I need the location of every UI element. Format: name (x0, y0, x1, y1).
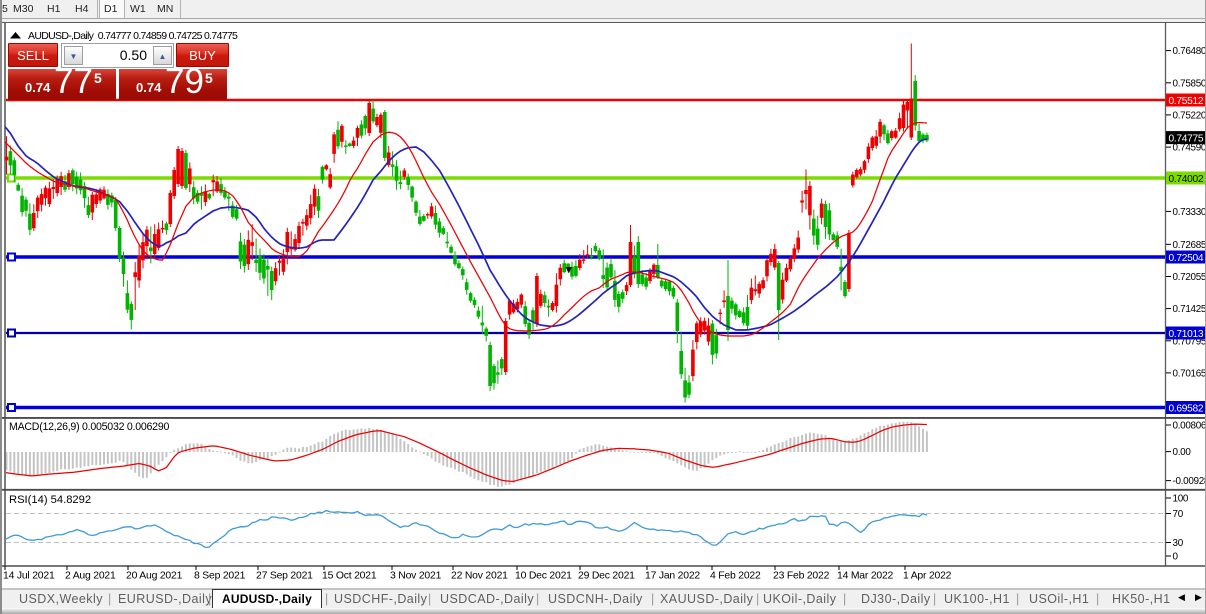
svg-text:10 Dec 2021: 10 Dec 2021 (515, 571, 572, 582)
svg-text:30: 30 (1173, 538, 1184, 549)
svg-text:4 Feb 2022: 4 Feb 2022 (710, 571, 761, 582)
svg-text:14 Mar 2022: 14 Mar 2022 (837, 571, 894, 582)
svg-text:0.72055: 0.72055 (1173, 272, 1206, 283)
svg-text:29 Dec 2021: 29 Dec 2021 (578, 571, 635, 582)
svg-text:22 Nov 2021: 22 Nov 2021 (451, 571, 508, 582)
svg-text:0.75850: 0.75850 (1173, 78, 1206, 89)
svg-text:0.70165: 0.70165 (1173, 369, 1206, 380)
svg-text:27 Sep 2021: 27 Sep 2021 (256, 571, 313, 582)
svg-text:MACD(12,26,9) 0.005032 0.00629: MACD(12,26,9) 0.005032 0.006290 (9, 421, 169, 433)
svg-text:70: 70 (1173, 509, 1184, 520)
svg-text:14 Jul 2021: 14 Jul 2021 (3, 571, 55, 582)
svg-text:0.70795: 0.70795 (1173, 336, 1206, 347)
svg-text:20 Aug 2021: 20 Aug 2021 (126, 571, 183, 582)
svg-text:3 Nov 2021: 3 Nov 2021 (390, 571, 442, 582)
svg-text:0.72685: 0.72685 (1173, 240, 1206, 251)
svg-text:17 Jan 2022: 17 Jan 2022 (645, 571, 700, 582)
svg-text:2 Aug 2021: 2 Aug 2021 (65, 571, 116, 582)
svg-text:0.76480: 0.76480 (1173, 46, 1206, 57)
svg-text:0.73330: 0.73330 (1173, 207, 1206, 218)
svg-text:0.74775: 0.74775 (1169, 133, 1204, 144)
svg-text:0.69582: 0.69582 (1169, 403, 1204, 414)
svg-text:0.71013: 0.71013 (1169, 329, 1204, 340)
svg-text:23 Feb 2022: 23 Feb 2022 (773, 571, 830, 582)
svg-text:15 Oct 2021: 15 Oct 2021 (322, 571, 377, 582)
svg-text:100: 100 (1173, 494, 1189, 505)
svg-text:0.74590: 0.74590 (1173, 143, 1206, 154)
svg-text:8 Sep 2021: 8 Sep 2021 (194, 571, 246, 582)
svg-text:0.71425: 0.71425 (1173, 304, 1206, 315)
svg-text:0.74002: 0.74002 (1169, 174, 1204, 185)
svg-text:-0.00928: -0.00928 (1173, 476, 1206, 487)
svg-text:0: 0 (1173, 552, 1179, 563)
svg-text:1 Apr 2022: 1 Apr 2022 (903, 571, 952, 582)
svg-text:0.00: 0.00 (1173, 447, 1192, 458)
svg-text:0.75512: 0.75512 (1169, 96, 1204, 107)
svg-text:0.72504: 0.72504 (1169, 253, 1204, 264)
svg-text:0.00806: 0.00806 (1173, 421, 1206, 432)
svg-text:0.75220: 0.75220 (1173, 111, 1206, 122)
svg-text:AUDUSD-,Daily 0.74777 0.74859: AUDUSD-,Daily 0.74777 0.74859 0.74725 0.… (28, 30, 238, 42)
svg-text:RSI(14) 54.8292: RSI(14) 54.8292 (9, 494, 91, 506)
